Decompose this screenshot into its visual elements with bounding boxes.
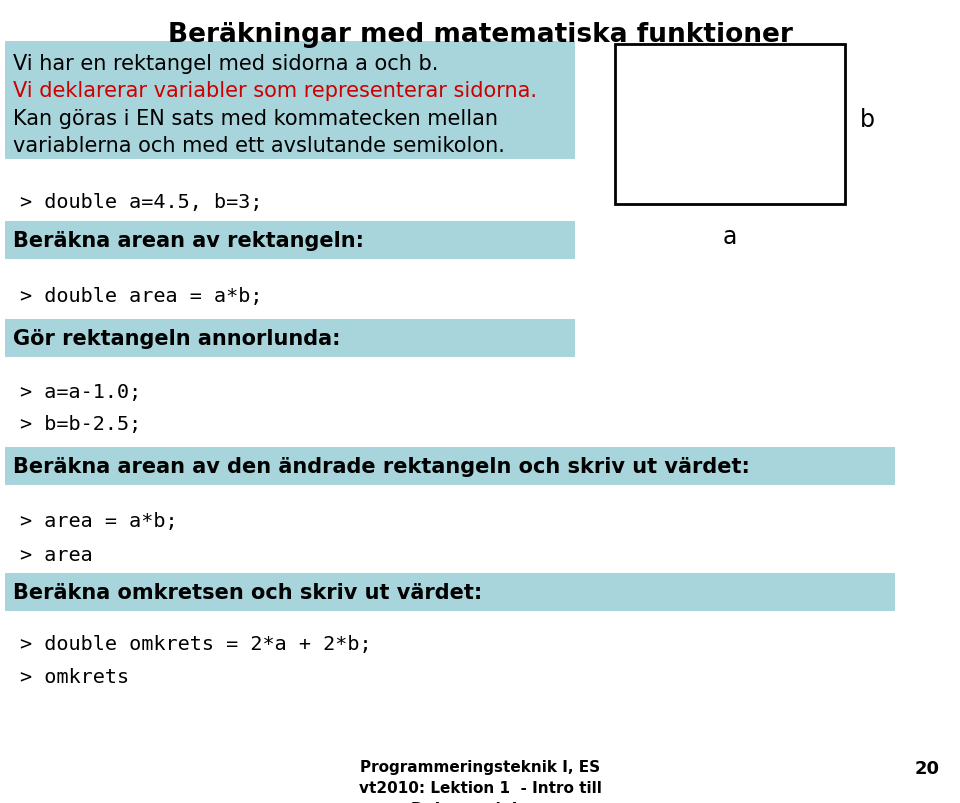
Bar	[5, 320, 575, 357]
Text: a: a	[723, 225, 737, 249]
Text: > double area = a*b;: > double area = a*b;	[20, 287, 262, 306]
Text: variablerna och med ett avslutande semikolon.: variablerna och med ett avslutande semik…	[13, 136, 505, 156]
Text: Beräkna arean av den ändrade rektangeln och skriv ut värdet:: Beräkna arean av den ändrade rektangeln …	[13, 456, 750, 476]
Text: > area: > area	[20, 545, 93, 565]
Text: b: b	[860, 108, 875, 132]
Text: > omkrets: > omkrets	[20, 667, 130, 686]
Text: Vi deklarerar variabler som representerar sidorna.: Vi deklarerar variabler som representera…	[13, 81, 537, 101]
Text: Kan göras i EN sats med kommatecken mellan: Kan göras i EN sats med kommatecken mell…	[13, 108, 498, 128]
Text: Beräkningar med matematiska funktioner: Beräkningar med matematiska funktioner	[168, 22, 792, 48]
Bar	[5, 42, 575, 160]
Bar	[5, 573, 895, 611]
Text: > b=b-2.5;: > b=b-2.5;	[20, 414, 141, 434]
Text: Gör rektangeln annorlunda:: Gör rektangeln annorlunda:	[13, 328, 341, 349]
Text: > double omkrets = 2*a + 2*b;: > double omkrets = 2*a + 2*b;	[20, 634, 372, 653]
Bar	[615, 45, 845, 205]
Text: Beräkna arean av rektangeln:: Beräkna arean av rektangeln:	[13, 230, 364, 251]
Text: > area = a*b;: > area = a*b;	[20, 512, 178, 530]
Text: > a=a-1.0;: > a=a-1.0;	[20, 382, 141, 402]
Bar	[5, 222, 575, 259]
Text: Beräkna omkretsen och skriv ut värdet:: Beräkna omkretsen och skriv ut värdet:	[13, 582, 482, 602]
Text: 20: 20	[915, 759, 940, 777]
Text: Vi har en rektangel med sidorna a och b.: Vi har en rektangel med sidorna a och b.	[13, 54, 439, 74]
Text: > double a=4.5, b=3;: > double a=4.5, b=3;	[20, 193, 262, 212]
Bar	[5, 447, 895, 485]
Text: Programmeringsteknik I, ES
vt2010: Lektion 1  - Intro till
Dr.Java och Java: Programmeringsteknik I, ES vt2010: Lekti…	[359, 759, 601, 803]
